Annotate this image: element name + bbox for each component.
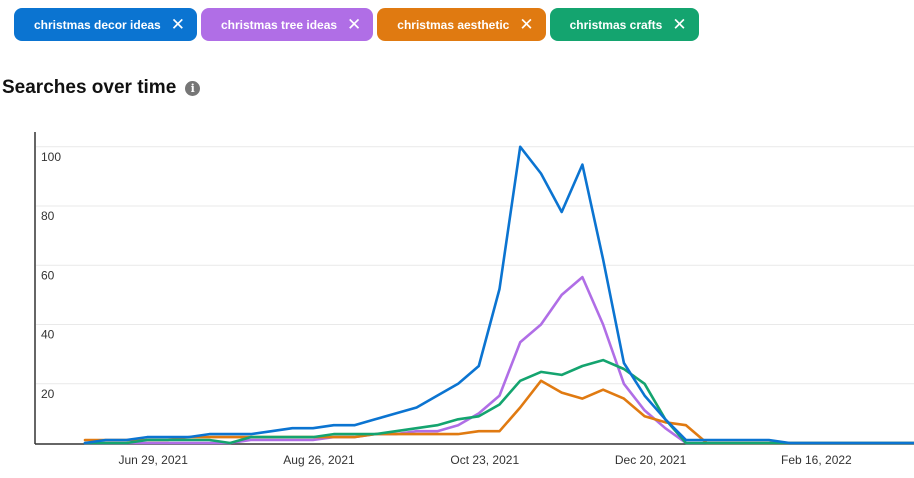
filter-chip-christmas-aesthetic[interactable]: christmas aesthetic ✕ (377, 8, 546, 41)
filter-chip-label: christmas tree ideas (220, 17, 338, 32)
x-tick-label: Jun 29, 2021 (118, 453, 188, 467)
y-tick-label: 40 (41, 328, 55, 342)
filter-chip-christmas-crafts[interactable]: christmas crafts ✕ (549, 8, 699, 41)
x-tick-label: Dec 20, 2021 (615, 453, 687, 467)
section-header: Searches over time i (2, 77, 201, 99)
y-tick-label: 80 (41, 209, 55, 223)
close-icon[interactable]: ✕ (170, 15, 185, 34)
y-tick-label: 20 (41, 387, 55, 401)
series-line-christmas-crafts (83, 358, 914, 445)
close-icon[interactable]: ✕ (347, 15, 362, 34)
x-tick-label: Aug 26, 2021 (283, 453, 355, 467)
filter-chip-label: christmas crafts (569, 17, 663, 32)
filter-chip-label: christmas decor ideas (34, 17, 161, 32)
chart-grid (36, 146, 914, 385)
series-line-christmas-tree-ideas (83, 275, 914, 445)
y-tick-label: 100 (41, 150, 61, 164)
series-lines (83, 145, 914, 445)
close-icon[interactable]: ✕ (519, 15, 534, 34)
filter-chip-christmas-decor-ideas[interactable]: christmas decor ideas ✕ (14, 8, 197, 41)
filter-chip-label: christmas aesthetic (397, 17, 510, 32)
y-tick-label: 60 (41, 268, 55, 282)
y-tick-labels: 20 40 60 80 100 (41, 150, 61, 401)
info-icon[interactable]: i (185, 80, 201, 96)
section-title: Searches over time (2, 77, 177, 98)
x-tick-labels: Jun 29, 2021 Aug 26, 2021 Oct 23, 2021 Dec … (118, 453, 852, 467)
x-tick-label: Feb 16, 2022 (781, 453, 852, 467)
x-tick-label: Oct 23, 2021 (450, 453, 519, 467)
filter-chip-christmas-tree-ideas[interactable]: christmas tree ideas ✕ (200, 8, 374, 41)
series-line-christmas-decor-ideas (83, 145, 914, 445)
close-icon[interactable]: ✕ (672, 15, 687, 34)
filter-chips: christmas decor ideas ✕ christmas tree i… (14, 8, 699, 41)
